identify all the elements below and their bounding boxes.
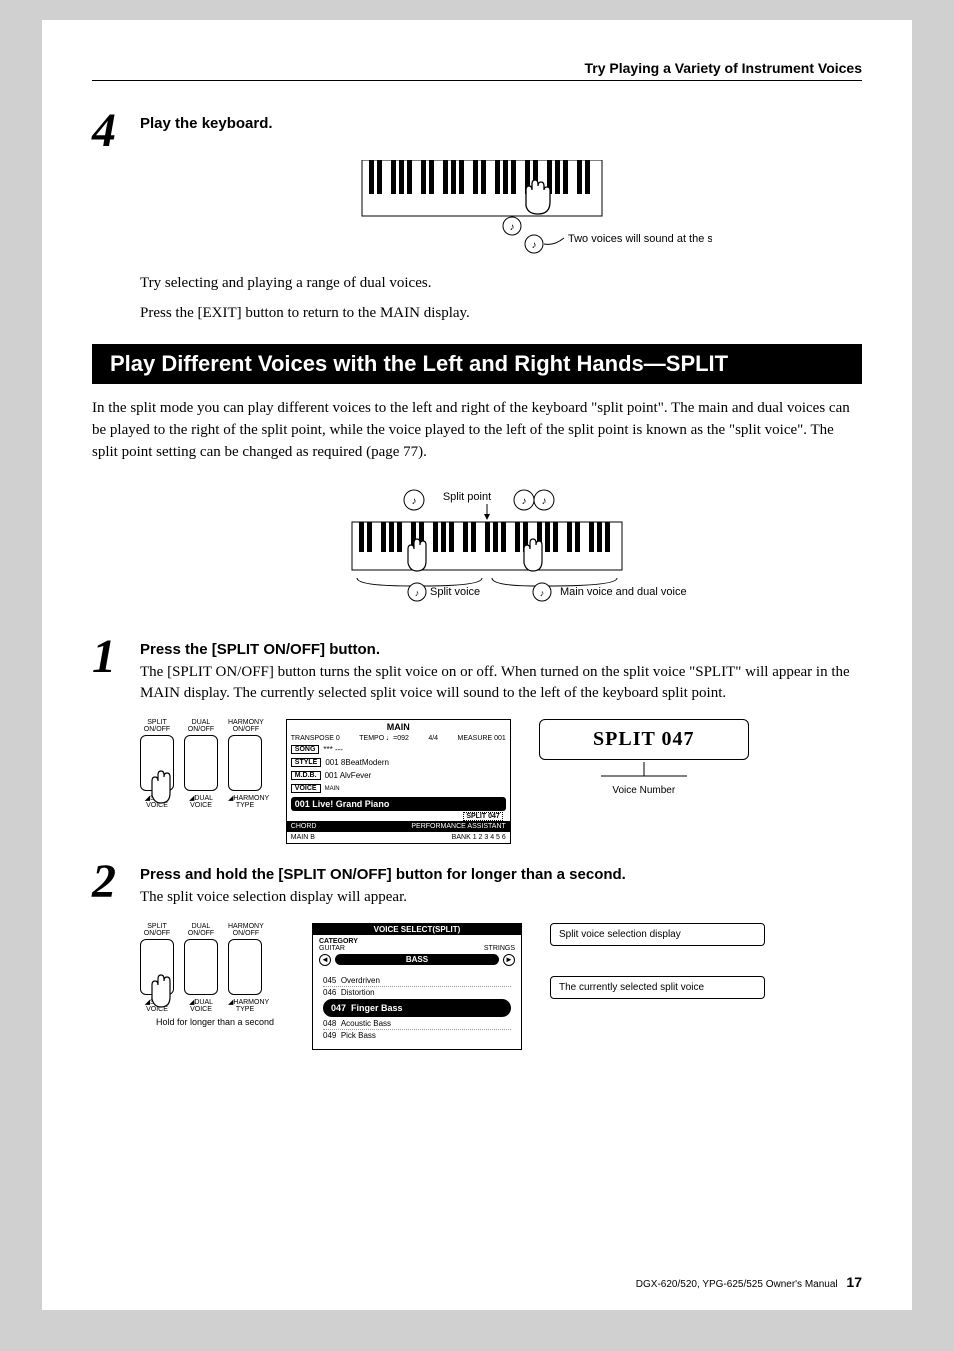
svg-text:♪: ♪ (540, 588, 545, 598)
vs-title: VOICE SELECT(SPLIT) (313, 924, 521, 935)
btn-split-label-bot: ON/OFF (140, 726, 174, 733)
svg-text:♪: ♪ (412, 496, 417, 507)
step-2-body: The split voice selection display will a… (140, 887, 862, 909)
side-callouts: Split voice selection display The curren… (550, 923, 765, 999)
step-1-text: Press the [SPLIT ON/OFF] button. The [SP… (140, 637, 862, 706)
step-4-keyboard-figure: ♪ ♪ Two voices will sound at the same ti… (92, 160, 862, 261)
vs-item-selected[interactable]: 047 Finger Bass (323, 999, 511, 1017)
btn-harmony-label-top: HARMONY (228, 719, 264, 726)
section-title: Play Different Voices with the Left and … (92, 344, 862, 384)
page-header: Try Playing a Variety of Instrument Voic… (92, 60, 862, 76)
lcd-topline: TRANSPOSE 0 TEMPO ♩=092 4/4 MEASURE 001 (287, 734, 510, 743)
lcd-split-badge: SPLIT 047 (463, 812, 502, 821)
harmony-onoff-button-2[interactable] (228, 939, 262, 995)
harmony-onoff-button[interactable] (228, 735, 262, 791)
sub-harmony-type: ◢HARMONYTYPE (228, 795, 262, 809)
button-panel-2: SPLIT ON/OFF DUAL ON/OFF HARMONY ON/OFF (140, 923, 290, 1013)
svg-text:♪: ♪ (522, 496, 527, 507)
vs-item[interactable]: 045 Overdriven (323, 975, 511, 987)
step-2-title: Press and hold the [SPLIT ON/OFF] button… (140, 866, 862, 883)
step-1-body: The [SPLIT ON/OFF] button turns the spli… (140, 662, 862, 706)
svg-text:Two voices will sound at the s: Two voices will sound at the same time. (568, 233, 712, 245)
callout-current-split-voice: The currently selected split voice (550, 976, 765, 999)
callout-selection-display: Split voice selection display (550, 923, 765, 946)
split-keyboard-icon: Split point ♪ ♪ ♪ (262, 482, 692, 602)
svg-text:♪: ♪ (510, 222, 515, 233)
dual-onoff-button[interactable] (184, 735, 218, 791)
vs-item[interactable]: 048 Acoustic Bass (323, 1018, 511, 1030)
lcd-bottom: MAIN B BANK 1 2 3 4 5 6 (287, 832, 510, 843)
split-callout-wrap: SPLIT 047 Voice Number (539, 719, 749, 796)
button-panel-2-wrap: SPLIT ON/OFF DUAL ON/OFF HARMONY ON/OFF (140, 923, 290, 1027)
lcd-main-voice: 001 Live! Grand Piano SPLIT 047 (291, 797, 506, 811)
button-panel-1: SPLIT ON/OFF DUAL ON/OFF HARMONY ON/OFF … (140, 719, 264, 809)
btn-dual-label-top: DUAL (184, 719, 218, 726)
category-next-icon[interactable]: ► (503, 954, 515, 966)
btn-split-label-top: SPLIT (140, 719, 174, 726)
sub-dual-voice: ◢DUALVOICE (184, 795, 218, 809)
step-4-number: 4 (92, 111, 140, 152)
svg-text:♪: ♪ (415, 588, 420, 598)
btn-harmony-label-bot: ON/OFF (228, 726, 264, 733)
svg-text:♪: ♪ (542, 496, 547, 507)
step-2-panel-row: SPLIT ON/OFF DUAL ON/OFF HARMONY ON/OFF (140, 923, 862, 1050)
step-1-title: Press the [SPLIT ON/OFF] button. (140, 641, 862, 658)
page: Try Playing a Variety of Instrument Voic… (42, 20, 912, 1310)
vs-list: 045 Overdriven 046 Distortion 047 Finger… (313, 971, 521, 1049)
svg-text:Split point: Split point (443, 491, 491, 503)
step-2: 2 Press and hold the [SPLIT ON/OFF] butt… (92, 862, 862, 909)
lcd-dark-row: CHORD PERFORMANCE ASSISTANT (287, 821, 510, 832)
step-4-text: Play the keyboard. (140, 111, 862, 132)
voice-select-display: VOICE SELECT(SPLIT) CATEGORY GUITAR STRI… (312, 923, 522, 1050)
page-footer: DGX-620/520, YPG-625/525 Owner's Manual … (636, 1274, 862, 1290)
svg-text:Main voice and dual voice: Main voice and dual voice (560, 586, 687, 598)
vs-category-current: BASS (335, 954, 499, 965)
dual-onoff-button-2[interactable] (184, 939, 218, 995)
hand-icon (146, 973, 176, 1009)
step-1-panel-row: SPLIT ON/OFF DUAL ON/OFF HARMONY ON/OFF … (140, 719, 862, 844)
footer-page-number: 17 (846, 1274, 862, 1290)
svg-text:Split voice: Split voice (430, 586, 480, 598)
step-2-number: 2 (92, 862, 140, 903)
step-4-title: Play the keyboard. (140, 115, 862, 132)
step-4-para-1: Try selecting and playing a range of dua… (140, 273, 862, 295)
callout-leader-icon (539, 760, 749, 788)
lcd-title: MAIN (287, 720, 510, 734)
step-2-text: Press and hold the [SPLIT ON/OFF] button… (140, 862, 862, 909)
section-intro: In the split mode you can play different… (92, 398, 862, 463)
category-prev-icon[interactable]: ◄ (319, 954, 331, 966)
step-4: 4 Play the keyboard. (92, 111, 862, 152)
vs-item[interactable]: 049 Pick Bass (323, 1030, 511, 1041)
step-4-para-2: Press the [EXIT] button to return to the… (140, 303, 862, 325)
hold-caption: Hold for longer than a second (140, 1017, 290, 1027)
split-callout: SPLIT 047 (539, 719, 749, 760)
step-1-number: 1 (92, 637, 140, 678)
vs-category-label: CATEGORY (319, 938, 515, 945)
header-rule (92, 80, 862, 81)
lcd-main-display: MAIN TRANSPOSE 0 TEMPO ♩=092 4/4 MEASURE… (286, 719, 511, 844)
footer-manual: DGX-620/520, YPG-625/525 Owner's Manual (636, 1279, 838, 1290)
split-callout-text: SPLIT 047 (593, 728, 694, 750)
keyboard-icon: ♪ ♪ Two voices will sound at the same ti… (242, 160, 712, 256)
split-diagram: Split point ♪ ♪ ♪ (92, 482, 862, 607)
step-1: 1 Press the [SPLIT ON/OFF] button. The [… (92, 637, 862, 706)
hand-icon (146, 769, 176, 805)
svg-text:♪: ♪ (532, 240, 537, 251)
btn-dual-label-bot: ON/OFF (184, 726, 218, 733)
vs-item[interactable]: 046 Distortion (323, 987, 511, 998)
